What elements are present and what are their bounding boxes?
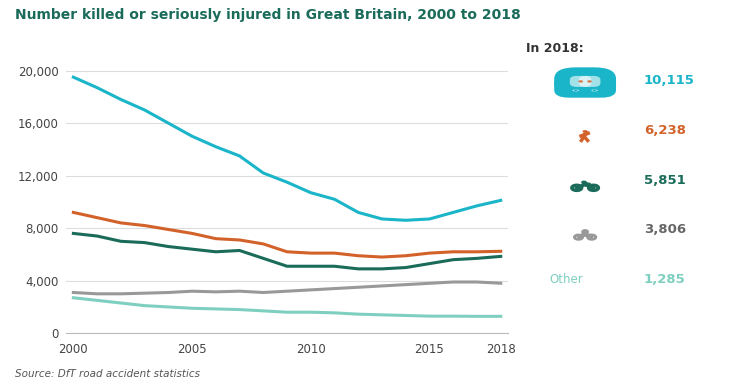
Polygon shape: [581, 133, 586, 136]
Text: Source: DfT road accident statistics: Source: DfT road accident statistics: [15, 369, 199, 379]
Circle shape: [592, 89, 597, 92]
FancyBboxPatch shape: [554, 75, 616, 98]
Text: 1,285: 1,285: [644, 273, 686, 286]
Text: In 2018:: In 2018:: [526, 42, 584, 55]
Text: Number killed or seriously injured in Great Britain, 2000 to 2018: Number killed or seriously injured in Gr…: [15, 8, 520, 22]
Circle shape: [582, 130, 588, 133]
Text: 3,806: 3,806: [644, 223, 686, 236]
Circle shape: [590, 88, 599, 93]
Circle shape: [578, 80, 583, 83]
FancyBboxPatch shape: [570, 76, 591, 87]
Text: 6,238: 6,238: [644, 124, 686, 137]
Circle shape: [573, 89, 578, 92]
FancyBboxPatch shape: [579, 76, 601, 87]
Circle shape: [587, 80, 592, 83]
Circle shape: [571, 88, 581, 93]
Text: 10,115: 10,115: [644, 74, 695, 87]
Text: Other: Other: [550, 273, 584, 286]
Text: 5,851: 5,851: [644, 173, 686, 187]
Circle shape: [581, 180, 587, 183]
FancyBboxPatch shape: [554, 67, 616, 95]
